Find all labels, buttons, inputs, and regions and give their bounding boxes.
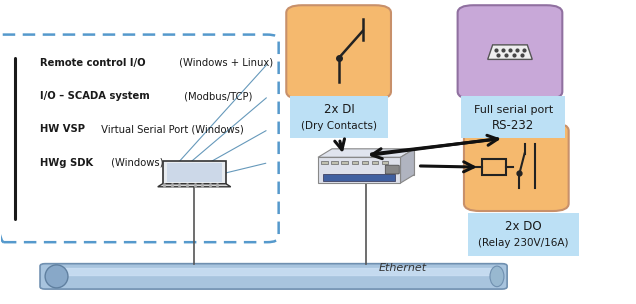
FancyBboxPatch shape xyxy=(382,161,389,164)
FancyBboxPatch shape xyxy=(286,5,391,99)
Text: (Windows + Linux): (Windows + Linux) xyxy=(176,58,273,68)
Ellipse shape xyxy=(490,266,504,287)
Text: Ethernet: Ethernet xyxy=(378,263,426,273)
FancyBboxPatch shape xyxy=(372,161,378,164)
FancyBboxPatch shape xyxy=(40,264,507,289)
Text: (Windows): (Windows) xyxy=(109,157,164,168)
FancyBboxPatch shape xyxy=(467,212,579,256)
FancyBboxPatch shape xyxy=(331,161,338,164)
FancyBboxPatch shape xyxy=(385,165,399,174)
FancyBboxPatch shape xyxy=(167,163,221,182)
Polygon shape xyxy=(158,184,231,187)
Text: (Dry Contacts): (Dry Contacts) xyxy=(301,121,377,131)
Text: Virtual Serial Port (Windows): Virtual Serial Port (Windows) xyxy=(98,124,244,134)
Polygon shape xyxy=(488,45,532,59)
FancyBboxPatch shape xyxy=(352,161,358,164)
Text: Full serial port: Full serial port xyxy=(474,105,553,115)
Text: I/O – SCADA system: I/O – SCADA system xyxy=(40,91,150,101)
Text: RS-232: RS-232 xyxy=(492,119,534,132)
Polygon shape xyxy=(318,149,415,157)
Text: (Modbus/TCP): (Modbus/TCP) xyxy=(181,91,252,101)
FancyBboxPatch shape xyxy=(323,174,396,181)
Text: HW VSP: HW VSP xyxy=(40,124,85,134)
Text: (Relay 230V/16A): (Relay 230V/16A) xyxy=(478,238,569,248)
FancyBboxPatch shape xyxy=(290,96,389,138)
Text: HWg SDK: HWg SDK xyxy=(40,157,93,168)
FancyBboxPatch shape xyxy=(362,161,368,164)
FancyBboxPatch shape xyxy=(461,96,565,138)
FancyBboxPatch shape xyxy=(458,5,562,99)
Polygon shape xyxy=(401,149,415,183)
Text: Remote control I/O: Remote control I/O xyxy=(40,58,146,68)
Polygon shape xyxy=(332,149,415,174)
FancyBboxPatch shape xyxy=(321,161,328,164)
FancyBboxPatch shape xyxy=(342,161,348,164)
Text: 2x DI: 2x DI xyxy=(324,103,355,116)
Polygon shape xyxy=(163,161,226,184)
Polygon shape xyxy=(318,157,401,183)
FancyBboxPatch shape xyxy=(464,123,569,211)
Ellipse shape xyxy=(45,265,68,288)
Text: 2x DO: 2x DO xyxy=(505,220,542,233)
